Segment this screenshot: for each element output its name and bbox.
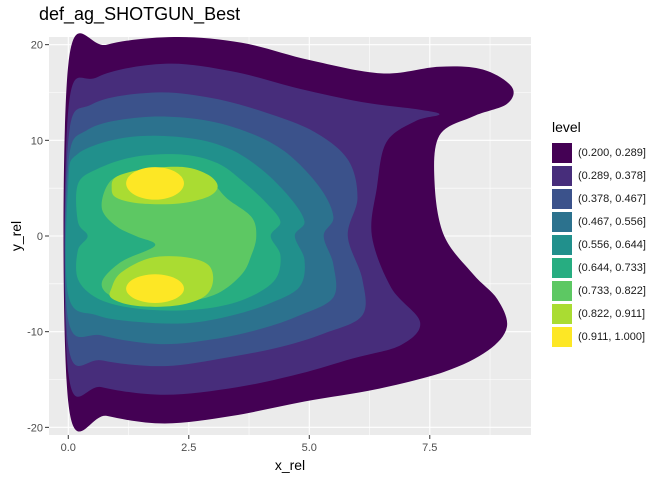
legend-key: [552, 165, 572, 186]
contour-band-9-lower: [126, 274, 184, 303]
x-tick-label: 5.0: [302, 442, 317, 454]
legend-label: (0.733, 0.822]: [578, 284, 646, 297]
legend-key: [552, 303, 572, 324]
y-tick-label: -20: [27, 422, 43, 434]
legend: level (0.200, 0.289] (0.289, 0.378] (0.378…: [552, 119, 646, 348]
legend-item: (0.200, 0.289]: [552, 141, 646, 164]
legend-label: (0.467, 0.556]: [578, 215, 646, 228]
contour-bands: [63, 33, 514, 432]
legend-key: [552, 257, 572, 278]
x-axis-title: x_rel: [275, 457, 305, 473]
legend-title: level: [552, 119, 581, 135]
legend-label: (0.378, 0.467]: [578, 192, 646, 205]
legend-items: (0.200, 0.289] (0.289, 0.378] (0.378, 0.46…: [552, 141, 646, 348]
x-axis-ticks: 0.0 2.5 5.0 7.5: [61, 435, 437, 454]
legend-key: [552, 234, 572, 255]
y-axis-title: y_rel: [8, 221, 24, 251]
y-tick-label: 10: [31, 135, 43, 147]
legend-label: (0.822, 0.911]: [578, 307, 646, 320]
legend-item: (0.911, 1.000]: [552, 325, 646, 348]
y-tick-label: 20: [31, 40, 43, 52]
y-axis-ticks: -20 -10 0 10 20: [27, 40, 49, 434]
legend-key: [552, 188, 572, 209]
legend-key: [552, 142, 572, 163]
legend-item: (0.733, 0.822]: [552, 279, 646, 302]
x-tick-label: 7.5: [422, 442, 437, 454]
legend-label: (0.289, 0.378]: [578, 169, 646, 182]
x-tick-label: 0.0: [61, 442, 76, 454]
legend-key: [552, 211, 572, 232]
legend-key: [552, 280, 572, 301]
legend-item: (0.467, 0.556]: [552, 210, 646, 233]
legend-item: (0.378, 0.467]: [552, 187, 646, 210]
legend-label: (0.556, 0.644]: [578, 238, 646, 251]
legend-item: (0.289, 0.378]: [552, 164, 646, 187]
y-tick-label: 0: [37, 231, 43, 243]
legend-label: (0.200, 0.289]: [578, 146, 646, 159]
legend-item: (0.644, 0.733]: [552, 256, 646, 279]
x-tick-label: 2.5: [181, 442, 196, 454]
contour-band-9-upper: [126, 167, 184, 200]
y-tick-label: -10: [27, 327, 43, 339]
legend-label: (0.911, 1.000]: [578, 330, 646, 343]
legend-key: [552, 326, 572, 347]
chart-title: def_ag_SHOTGUN_Best: [39, 4, 241, 24]
legend-label: (0.644, 0.733]: [578, 261, 646, 274]
legend-item: (0.822, 0.911]: [552, 302, 646, 325]
legend-item: (0.556, 0.644]: [552, 233, 646, 256]
